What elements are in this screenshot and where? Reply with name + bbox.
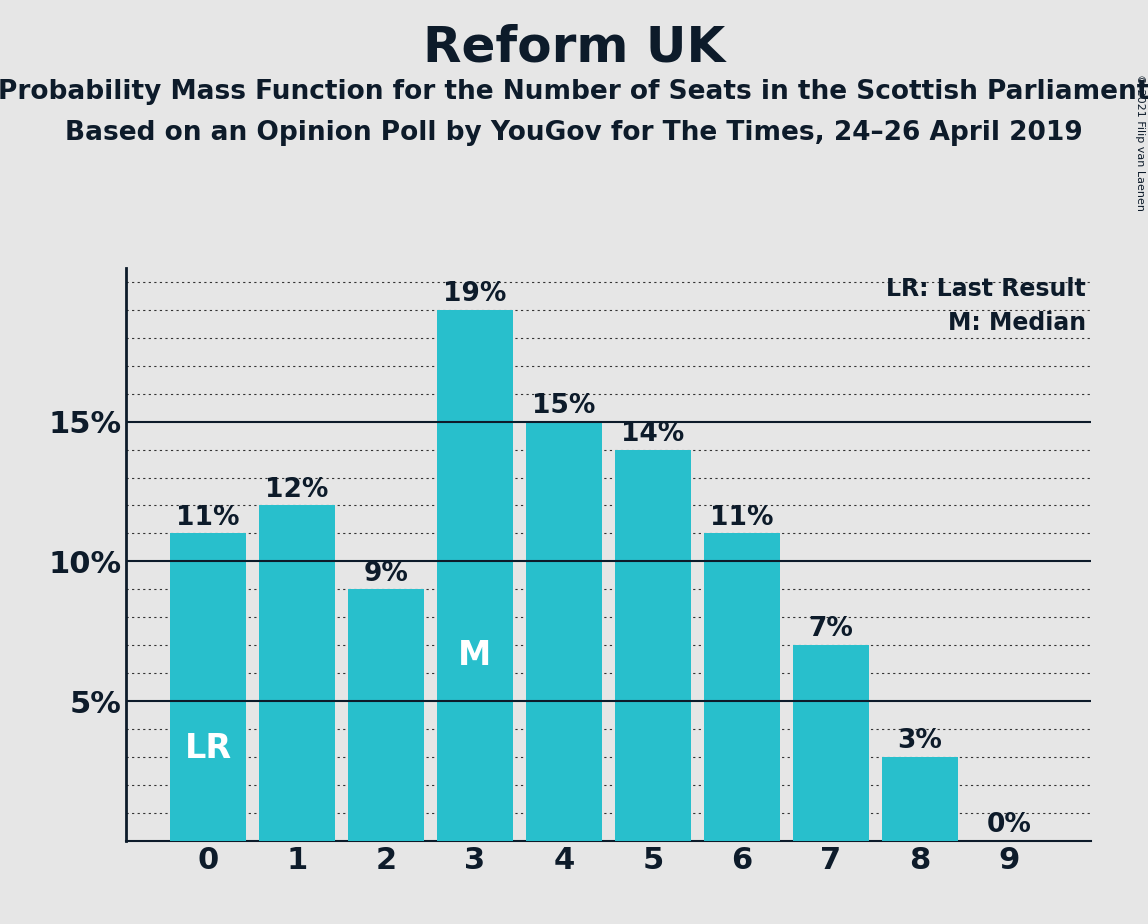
Text: 19%: 19% <box>443 281 506 307</box>
Text: Probability Mass Function for the Number of Seats in the Scottish Parliament: Probability Mass Function for the Number… <box>0 79 1148 104</box>
Bar <box>170 533 246 841</box>
Text: LR: Last Result: LR: Last Result <box>886 276 1086 300</box>
Text: LR: LR <box>185 732 232 765</box>
Text: 15%: 15% <box>533 393 596 419</box>
Text: 14%: 14% <box>621 420 684 447</box>
Bar <box>882 757 957 841</box>
Text: M: M <box>458 638 491 672</box>
Text: 3%: 3% <box>898 728 943 754</box>
Text: 12%: 12% <box>265 477 328 503</box>
Bar <box>704 533 779 841</box>
Text: Reform UK: Reform UK <box>422 23 726 71</box>
Text: 11%: 11% <box>711 505 774 530</box>
Bar <box>526 421 602 841</box>
Bar <box>348 590 424 841</box>
Text: 11%: 11% <box>176 505 240 530</box>
Text: © 2021 Filip van Laenen: © 2021 Filip van Laenen <box>1135 74 1145 211</box>
Bar <box>793 645 869 841</box>
Bar <box>437 310 513 841</box>
Text: M: Median: M: Median <box>947 310 1086 334</box>
Text: Based on an Opinion Poll by YouGov for The Times, 24–26 April 2019: Based on an Opinion Poll by YouGov for T… <box>65 120 1083 146</box>
Text: 7%: 7% <box>808 616 853 642</box>
Bar <box>259 505 335 841</box>
Text: 0%: 0% <box>986 812 1031 838</box>
Bar <box>615 450 691 841</box>
Text: 9%: 9% <box>364 561 409 587</box>
